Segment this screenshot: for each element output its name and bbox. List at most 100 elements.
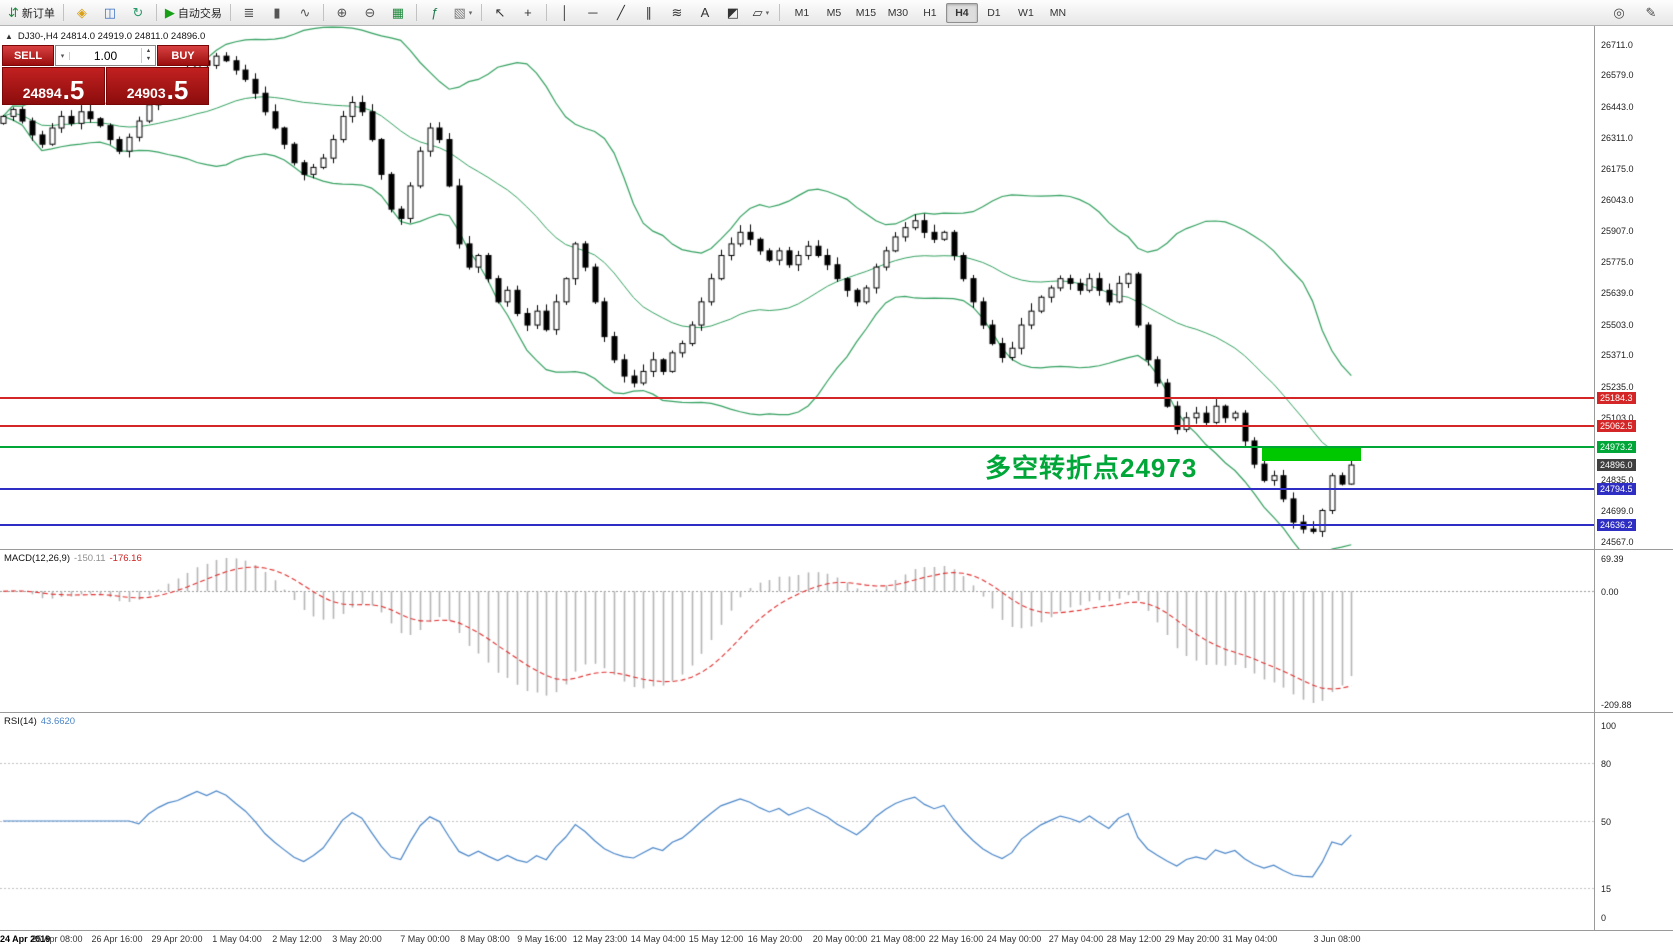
rsi-scale-15: 15: [1601, 883, 1612, 894]
price-tag-24636.2: 24636.2: [1597, 519, 1636, 532]
crosshair-icon: +: [524, 5, 532, 20]
refresh-button[interactable]: ↻: [124, 2, 152, 24]
toolbar-separator: [415, 4, 417, 21]
shapes-button[interactable]: ▱ ▾: [747, 2, 775, 24]
refresh-icon: ↻: [132, 5, 144, 20]
rsi-canvas[interactable]: [0, 713, 1595, 931]
autotrading-icon: ▶: [164, 5, 175, 20]
zoom-out-button[interactable]: ⊖: [356, 2, 384, 24]
profiles-button[interactable]: ◈: [68, 2, 96, 24]
objects-button[interactable]: ▧ ▾: [449, 2, 477, 24]
new-order-button[interactable]: ⇵ 新订单: [4, 2, 59, 24]
indicators-icon: ƒ: [431, 5, 439, 20]
fibonacci-icon: ≋: [671, 5, 683, 20]
horizontal-line-25062.5[interactable]: [0, 425, 1595, 428]
rsi-panel: RSI(14) 43.6620 100 80 50 15 0: [0, 712, 1673, 931]
chart-title: DJ30-,H4 24814.0 24919.0 24811.0 24896.0: [17, 31, 206, 42]
time-axis-label: 22 May 16:00: [928, 934, 984, 944]
time-axis-label: 20 May 00:00: [812, 934, 868, 944]
price-chart-canvas[interactable]: [0, 26, 1595, 549]
horizontal-line-icon: ─: [588, 5, 598, 20]
edit-button[interactable]: ✎: [1645, 4, 1657, 20]
price-axis-label: 25503.0: [1601, 319, 1634, 330]
support-zone-rect[interactable]: [1262, 448, 1361, 462]
zoom-in-button[interactable]: ⊕: [328, 2, 356, 24]
channel-button[interactable]: ∥: [635, 2, 663, 24]
label-button[interactable]: ◩: [719, 2, 747, 24]
line-chart-button[interactable]: ∿: [291, 2, 319, 24]
toolbar-separator: [545, 4, 547, 21]
time-axis-label: 28 May 12:00: [1106, 934, 1162, 944]
horizontal-line-24973.2[interactable]: [0, 446, 1595, 449]
timeframe-mn-button[interactable]: MN: [1049, 6, 1067, 19]
spinner-up-icon[interactable]: ▲: [145, 47, 152, 54]
price-axis-label: 25103.0: [1601, 412, 1634, 423]
toolbar-separator: [155, 4, 157, 21]
macd-canvas[interactable]: [0, 550, 1595, 713]
crosshair-button[interactable]: +: [514, 2, 542, 24]
cursor-button[interactable]: ↖: [486, 2, 514, 24]
timeframe-m5-button[interactable]: M5: [826, 6, 842, 19]
tile-windows-button[interactable]: ▦: [384, 2, 412, 24]
sell-price-block[interactable]: 24894.5: [2, 67, 105, 105]
time-axis-label: 9 May 16:00: [517, 934, 567, 944]
spinner-down-icon[interactable]: ▼: [145, 55, 152, 62]
toolbar-separator: [62, 4, 64, 21]
buy-button[interactable]: BUY: [157, 45, 209, 66]
volume-control: ▾ 1.00 ▲ ▼: [55, 45, 156, 66]
candlestick-chart-button[interactable]: ▮: [263, 2, 291, 24]
horizontal-line-24636.2[interactable]: [0, 524, 1595, 527]
sell-button[interactable]: SELL: [2, 45, 54, 66]
toolbar-right: ◎ ✎: [1605, 2, 1669, 24]
timeframe-h1-button[interactable]: H1: [923, 6, 937, 19]
horizontal-line-25184.3[interactable]: [0, 397, 1595, 400]
timeframe-m15-button[interactable]: M15: [855, 6, 877, 19]
timeframe-d1-button[interactable]: D1: [987, 6, 1001, 19]
price-tag-24973.2: 24973.2: [1597, 441, 1636, 454]
bar-chart-button[interactable]: ≣: [235, 2, 263, 24]
time-axis-label: 25 Apr 08:00: [31, 934, 83, 944]
open-chart-button[interactable]: ◫: [96, 2, 124, 24]
price-axis-label: 26043.0: [1601, 194, 1634, 205]
candlestick-chart-icon: ▮: [273, 5, 281, 20]
buy-price-block[interactable]: 24903.5: [106, 67, 209, 105]
price-axis-label: 25639.0: [1601, 288, 1634, 299]
toolbar-separator: [229, 4, 231, 21]
cursor-icon: ↖: [494, 5, 506, 20]
volume-spinner[interactable]: ▲ ▼: [141, 47, 155, 64]
price-axis-label: 26175.0: [1601, 164, 1634, 175]
price-axis: 26711.0 26579.0 26443.0 26311.0 26175.0 26043…: [1594, 26, 1673, 549]
horizontal-line-24794.5[interactable]: [0, 487, 1595, 490]
buy-price-main: 24903: [126, 84, 166, 101]
timeframe-m1-button[interactable]: M1: [794, 6, 810, 19]
time-axis: 24 Apr 2019 25 Apr 08:00 26 Apr 16:00 29 Ap…: [0, 930, 1673, 949]
time-axis-label: 3 Jun 08:00: [1313, 934, 1361, 944]
macd-axis: 69.39 0.00 -209.88: [1594, 550, 1673, 712]
time-axis-label: 31 May 04:00: [1222, 934, 1278, 944]
price-axis-label: 25907.0: [1601, 226, 1634, 237]
dropdown-arrow-icon: ▾: [468, 9, 473, 17]
toolbar-separator: [778, 4, 780, 21]
horizontal-line-button[interactable]: ─: [579, 2, 607, 24]
timeframe-m30-button[interactable]: M30: [887, 6, 909, 19]
trendline-button[interactable]: ╱: [607, 2, 635, 24]
text-button[interactable]: A: [691, 2, 719, 24]
timeframe-h4-button[interactable]: H4: [945, 2, 978, 23]
volume-dropdown-icon[interactable]: ▾: [56, 51, 70, 60]
label-icon: ◩: [726, 5, 740, 20]
rsi-label-row: RSI(14) 43.6620: [4, 716, 75, 727]
vertical-line-icon: │: [560, 5, 569, 20]
time-axis-label: 27 May 04:00: [1048, 934, 1104, 944]
volume-input[interactable]: 1.00: [93, 48, 118, 63]
price-axis-label: 24699.0: [1601, 506, 1634, 517]
timeframe-w1-button[interactable]: W1: [1018, 6, 1034, 19]
fibonacci-button[interactable]: ≋: [663, 2, 691, 24]
search-button[interactable]: ◎: [1613, 4, 1625, 20]
vertical-line-button[interactable]: │: [551, 2, 579, 24]
macd-scale-bottom: -209.88: [1601, 700, 1632, 710]
line-chart-icon: ∿: [299, 5, 311, 20]
autotrading-button[interactable]: ▶ 自动交易: [161, 2, 226, 24]
indicators-button[interactable]: ƒ: [421, 2, 449, 24]
collapse-panel-icon[interactable]: ▲: [5, 32, 13, 41]
chart-annotation[interactable]: 多空转折点24973: [985, 453, 1198, 483]
